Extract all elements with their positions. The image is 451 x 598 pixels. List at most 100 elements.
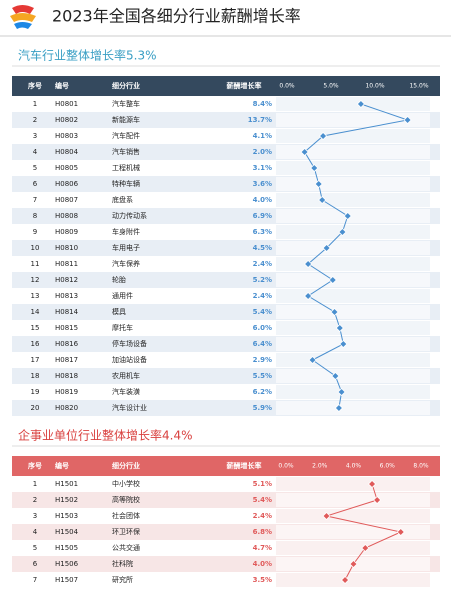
row-code: H0809 <box>55 228 78 236</box>
chart-cell <box>276 477 430 491</box>
growth-point <box>330 307 339 317</box>
row-index: 1 <box>33 480 37 488</box>
column-header: 序号 <box>27 81 42 90</box>
row-name: 动力传动系 <box>112 211 147 220</box>
row-code: H0801 <box>55 100 78 108</box>
row-name: 工程机械 <box>112 163 140 172</box>
row-value: 2.4% <box>253 512 272 520</box>
row-name: 轮胎 <box>112 275 126 284</box>
x-tick-label: 10.0% <box>365 83 384 90</box>
row-index: 12 <box>31 276 40 284</box>
column-header: 薪酬增长率 <box>227 461 262 470</box>
row-index: 5 <box>33 544 37 552</box>
growth-point <box>334 403 343 413</box>
row-index: 14 <box>31 308 40 316</box>
chart-cell <box>276 145 430 159</box>
chart-cell <box>276 305 430 319</box>
chart-cell <box>276 369 430 383</box>
chart-cell <box>276 161 430 175</box>
row-value: 6.0% <box>253 324 272 332</box>
row-code: H1502 <box>55 496 78 504</box>
row-index: 15 <box>31 324 40 332</box>
growth-point <box>318 195 327 205</box>
row-value: 5.2% <box>253 276 272 284</box>
growth-point <box>403 115 412 125</box>
growth-point <box>339 339 348 349</box>
row-code: H0814 <box>55 308 79 316</box>
row-code: H0808 <box>55 212 78 220</box>
chart-cell <box>276 401 430 415</box>
growth-point <box>322 243 331 253</box>
chart-cell <box>276 257 430 271</box>
row-code: H0817 <box>55 356 78 364</box>
row-value: 13.7% <box>248 116 272 124</box>
page-title: 2023年全国各细分行业薪酬增长率 <box>52 7 301 26</box>
row-name: 底盘系 <box>112 195 133 204</box>
row-value: 6.9% <box>253 212 272 220</box>
section-title: 企事业单位行业整体增长率4.4% <box>18 428 193 443</box>
row-index: 4 <box>33 528 38 536</box>
row-index: 10 <box>31 244 40 252</box>
row-name: 汽车保养 <box>112 259 140 268</box>
chart-cell <box>276 353 430 367</box>
growth-point <box>340 575 350 585</box>
x-tick-label: 15.0% <box>409 83 428 90</box>
x-tick-label: 5.0% <box>323 83 339 90</box>
x-tick-label: 0.0% <box>278 463 294 470</box>
row-index: 6 <box>33 560 38 568</box>
row-name: 社科院 <box>112 559 133 568</box>
row-code: H1507 <box>55 576 78 584</box>
row-name: 公共交通 <box>112 543 140 552</box>
row-code: H0818 <box>55 372 78 380</box>
row-code: H1505 <box>55 544 78 552</box>
row-value: 5.1% <box>253 480 272 488</box>
row-index: 4 <box>33 148 38 156</box>
growth-point <box>319 131 328 141</box>
chart-cell <box>276 509 430 523</box>
row-code: H0812 <box>55 276 78 284</box>
chart-cell <box>276 225 430 239</box>
row-index: 9 <box>33 228 37 236</box>
row-index: 20 <box>31 404 40 412</box>
row-value: 5.4% <box>253 308 272 316</box>
growth-point <box>361 543 370 553</box>
x-tick-label: 0.0% <box>279 83 295 90</box>
row-code: H0810 <box>55 244 78 252</box>
row-code: H0813 <box>55 292 78 300</box>
growth-point <box>308 355 317 365</box>
row-code: H0807 <box>55 196 78 204</box>
column-header: 序号 <box>27 461 42 470</box>
row-value: 2.4% <box>253 292 272 300</box>
row-code: H0820 <box>55 404 78 412</box>
row-value: 6.3% <box>253 228 272 236</box>
chart-cell <box>276 525 430 539</box>
row-index: 6 <box>33 180 38 188</box>
row-code: H0816 <box>55 340 79 348</box>
chart-cell <box>276 209 430 223</box>
growth-point <box>349 559 358 569</box>
growth-point <box>304 259 313 269</box>
growth-point <box>373 495 382 505</box>
growth-point <box>322 511 331 521</box>
row-name: 社会团体 <box>112 511 140 520</box>
growth-point <box>356 99 365 109</box>
row-name: 高等院校 <box>112 495 140 504</box>
row-value: 3.6% <box>253 180 272 188</box>
row-name: 加油站设备 <box>112 355 147 364</box>
growth-point <box>328 275 337 285</box>
column-header: 细分行业 <box>112 81 140 90</box>
column-header: 编号 <box>55 461 69 470</box>
logo <box>10 5 36 29</box>
column-header: 细分行业 <box>112 461 140 470</box>
row-value: 2.9% <box>253 356 272 364</box>
row-index: 16 <box>31 340 40 348</box>
row-value: 5.5% <box>253 372 272 380</box>
chart-cell <box>276 337 430 351</box>
column-header: 薪酬增长率 <box>227 81 262 90</box>
chart-cell <box>276 193 430 207</box>
row-name: 汽车整车 <box>112 99 140 108</box>
row-name: 通用件 <box>112 291 133 300</box>
row-name: 新能源车 <box>112 115 140 124</box>
row-name: 汽车配件 <box>112 131 140 140</box>
